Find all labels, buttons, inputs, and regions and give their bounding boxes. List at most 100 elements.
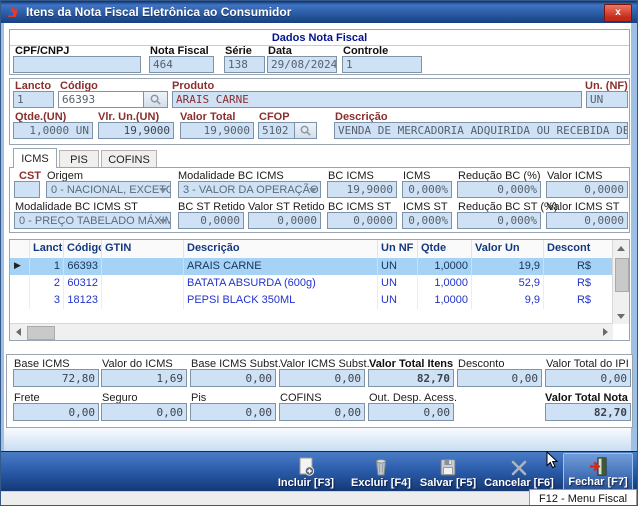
cancelar-label: Cancelar [F6]: [484, 477, 554, 489]
incluir-button[interactable]: Incluir [F3]: [269, 453, 343, 491]
bc-icms-label: BC ICMS: [328, 170, 374, 182]
row-pointer-icon: ▶: [10, 258, 30, 275]
cell-un-nf: UN: [378, 275, 418, 292]
qtde-field[interactable]: 1,0000 UN: [13, 122, 93, 139]
valor-icms-subst-field[interactable]: 0,00: [279, 369, 365, 387]
cell-selector: [10, 275, 30, 292]
nota-fiscal-label: Nota Fiscal: [150, 45, 209, 57]
valor-total-nota-label: Valor Total Nota: [545, 392, 628, 404]
seguro-field[interactable]: 0,00: [101, 403, 187, 421]
salvar-button[interactable]: Salvar [F5]: [415, 453, 481, 491]
scroll-up-icon[interactable]: [613, 240, 629, 256]
un-nf-field[interactable]: UN: [586, 91, 628, 108]
modalidade-bc-select[interactable]: 3 - VALOR DA OPERAÇÃO: [178, 181, 321, 198]
modalidade-st-select[interactable]: 0 - PREÇO TABELADO MÁXIMO: [14, 212, 171, 229]
cst-field[interactable]: [14, 181, 40, 198]
reducao-bc-field[interactable]: 0,000%: [457, 181, 541, 198]
origem-select[interactable]: 0 - NACIONAL, EXCETO: [46, 181, 171, 198]
serie-field[interactable]: 138: [224, 56, 265, 73]
vertical-scroll-thumb[interactable]: [615, 258, 629, 292]
modalidade-bc-label: Modalidade BC ICMS: [178, 170, 284, 182]
data-field[interactable]: 29/08/2024: [267, 56, 337, 73]
valor-total-field[interactable]: 19,9000: [180, 122, 254, 139]
grid-row-1[interactable]: ▶ 1 66393 ARAIS CARNE UN 1,0000 19,9 R$: [10, 258, 613, 275]
cancelar-button[interactable]: Cancelar [F6]: [481, 453, 557, 491]
exit-door-icon: [588, 454, 608, 476]
search-icon: [150, 94, 161, 105]
bc-icms-st-field[interactable]: 0,0000: [327, 212, 397, 229]
cell-gtin: [102, 292, 184, 309]
valor-st-retido-label: Valor ST Retido: [248, 201, 325, 213]
cell-codigo: 66393: [64, 258, 102, 275]
tab-cofins[interactable]: COFINS: [101, 150, 157, 168]
valor-total-ipi-field[interactable]: 0,00: [545, 369, 631, 387]
close-button[interactable]: x: [604, 4, 632, 22]
produto-field[interactable]: ARAIS CARNE: [172, 91, 582, 108]
nota-fiscal-field[interactable]: 464: [149, 56, 214, 73]
grid-row-3[interactable]: 3 18123 PEPSI BLACK 350ML UN 1,0000 9,9 …: [10, 292, 613, 309]
items-grid: Lancto Código GTIN Descrição Un NF Qtde …: [9, 239, 630, 341]
grid-header-valor-un[interactable]: Valor Un: [472, 240, 544, 258]
trash-icon: [373, 455, 389, 477]
grid-header-lancto[interactable]: Lancto: [30, 240, 64, 258]
grid-header-un-nf[interactable]: Un NF: [378, 240, 418, 258]
grid-header-gtin[interactable]: GTIN: [102, 240, 184, 258]
out-desp-field[interactable]: 0,00: [368, 403, 454, 421]
tab-icms[interactable]: ICMS: [13, 148, 57, 168]
bc-st-retido-field[interactable]: 0,0000: [178, 212, 244, 229]
descricao-field[interactable]: VENDA DE MERCADORIA ADQUIRIDA OU RECEBID…: [334, 122, 628, 139]
frete-label: Frete: [14, 392, 40, 404]
reducao-st-field[interactable]: 0,000%: [457, 212, 541, 229]
cell-valor-un: 52,9: [472, 275, 544, 292]
cpf-field[interactable]: [13, 56, 141, 73]
scroll-right-icon[interactable]: [597, 324, 613, 340]
tab-pis[interactable]: PIS: [59, 150, 99, 168]
grid-horizontal-scrollbar[interactable]: [10, 323, 613, 340]
vlr-un-field[interactable]: 19,9000: [98, 122, 174, 139]
frete-field[interactable]: 0,00: [13, 403, 99, 421]
vlr-un-label: Vlr. Un.(UN): [98, 111, 160, 123]
base-icms-field[interactable]: 72,80: [13, 369, 99, 387]
horizontal-scroll-thumb[interactable]: [27, 326, 55, 340]
cell-codigo: 60312: [64, 275, 102, 292]
valor-st-retido-field[interactable]: 0,0000: [248, 212, 321, 229]
cfop-search-button[interactable]: [294, 122, 317, 139]
valor-do-icms-label: Valor do ICMS: [102, 358, 173, 370]
icms-st-field[interactable]: 0,000%: [402, 212, 452, 229]
cofins-field[interactable]: 0,00: [279, 403, 365, 421]
base-icms-subst-field[interactable]: 0,00: [190, 369, 276, 387]
excluir-button[interactable]: Excluir [F4]: [345, 453, 417, 491]
cfop-field[interactable]: 5102: [258, 122, 295, 139]
valor-do-icms-field[interactable]: 1,69: [101, 369, 187, 387]
fechar-button[interactable]: Fechar [F7]: [563, 453, 633, 491]
cancel-x-icon: [510, 455, 528, 477]
grid-header-codigo[interactable]: Código: [64, 240, 102, 258]
desconto-field[interactable]: 0,00: [457, 369, 542, 387]
icms-field[interactable]: 0,000%: [402, 181, 452, 198]
valor-icms-field[interactable]: 0,0000: [546, 181, 628, 198]
cell-descricao: BATATA ABSURDA (600g): [184, 275, 378, 292]
scroll-down-icon[interactable]: [613, 308, 629, 324]
grid-header-desconto[interactable]: Descont: [547, 242, 591, 254]
grid-vertical-scrollbar[interactable]: [612, 240, 629, 324]
valor-total-itens-field[interactable]: 82,70: [368, 369, 454, 387]
data-label: Data: [268, 45, 292, 57]
controle-field[interactable]: 1: [342, 56, 422, 73]
bottom-toolbar: Incluir [F3] Excluir [F4] S: [1, 451, 637, 492]
codigo-field[interactable]: 66393: [58, 91, 144, 108]
grid-header-qtde[interactable]: Qtde: [418, 240, 472, 258]
scroll-left-icon[interactable]: [10, 324, 26, 340]
valor-total-nota-field[interactable]: 82,70: [545, 403, 631, 421]
lancto-field[interactable]: 1: [13, 91, 54, 108]
bc-icms-st-label: BC ICMS ST: [328, 201, 391, 213]
grid-header-descricao[interactable]: Descrição: [184, 240, 378, 258]
reducao-bc-label: Redução BC (%): [458, 170, 541, 182]
grid-row-2[interactable]: 2 60312 BATATA ABSURDA (600g) UN 1,0000 …: [10, 275, 613, 292]
cell-lancto: 1: [30, 258, 64, 275]
valor-icms-st-field[interactable]: 0,0000: [546, 212, 628, 229]
pis-field[interactable]: 0,00: [190, 403, 276, 421]
cfop-label: CFOP: [259, 111, 290, 123]
codigo-search-button[interactable]: [143, 91, 168, 108]
bc-icms-field[interactable]: 19,9000: [327, 181, 397, 198]
cell-lancto: 3: [30, 292, 64, 309]
